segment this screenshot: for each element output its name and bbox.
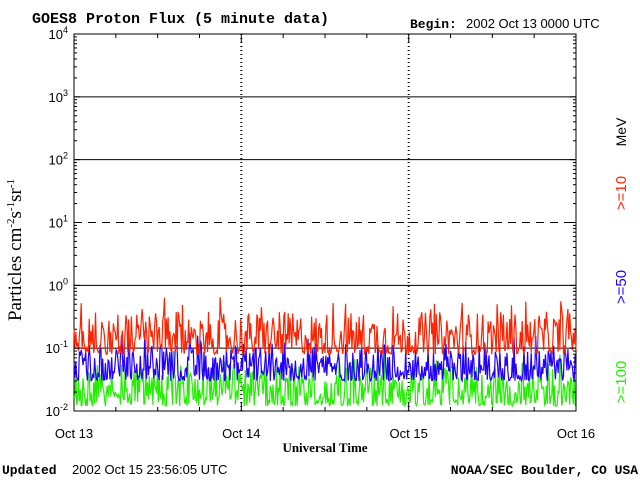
- y-tick-label-1: 10-1: [46, 339, 68, 356]
- updated-label: Updated: [2, 463, 57, 478]
- series-line->=100: [73, 350, 577, 409]
- y-tick-label-5: 103: [49, 88, 68, 105]
- y-tick-label-4: 102: [49, 151, 68, 168]
- legend-label-10: >=10: [613, 176, 630, 210]
- series-line->=50: [73, 330, 577, 383]
- series-layer: [73, 297, 577, 409]
- updated-value: 2002 Oct 15 23:56:05 UTC: [72, 462, 227, 477]
- y-tick-label-2: 100: [49, 276, 68, 293]
- day-dividers: [240, 34, 410, 411]
- y-tick-label-0: 10-2: [46, 402, 68, 419]
- x-axis-ticks: Oct 13 Oct 14 Oct 15 Oct 16: [55, 34, 595, 441]
- y-axis-title: Particles cm-2s-1sr-1: [5, 179, 26, 321]
- y-tick-label-6: 104: [49, 25, 68, 42]
- x-tick-label-2: Oct 15: [390, 426, 428, 441]
- reference-lines: [74, 96, 576, 349]
- y-axis-ticks: 10-2 10-1 100 101 102 103 104: [46, 25, 576, 419]
- x-axis-title: Universal Time: [282, 440, 367, 455]
- begin-value: 2002 Oct 13 0000 UTC: [466, 16, 600, 31]
- x-tick-label-1: Oct 14: [222, 426, 260, 441]
- legend-label-100: >=100: [613, 361, 630, 404]
- x-tick-label-3: Oct 16: [557, 426, 595, 441]
- x-tick-label-0: Oct 13: [55, 426, 93, 441]
- begin-label: Begin:: [410, 17, 457, 32]
- chart-title: GOES8 Proton Flux (5 minute data): [32, 11, 329, 28]
- unit-label: MeV: [613, 117, 629, 146]
- credit-text: NOAA/SEC Boulder, CO USA: [451, 463, 638, 478]
- series-line->=10: [73, 297, 577, 356]
- legend-label-50: >=50: [613, 270, 630, 304]
- y-tick-label-3: 101: [49, 214, 68, 231]
